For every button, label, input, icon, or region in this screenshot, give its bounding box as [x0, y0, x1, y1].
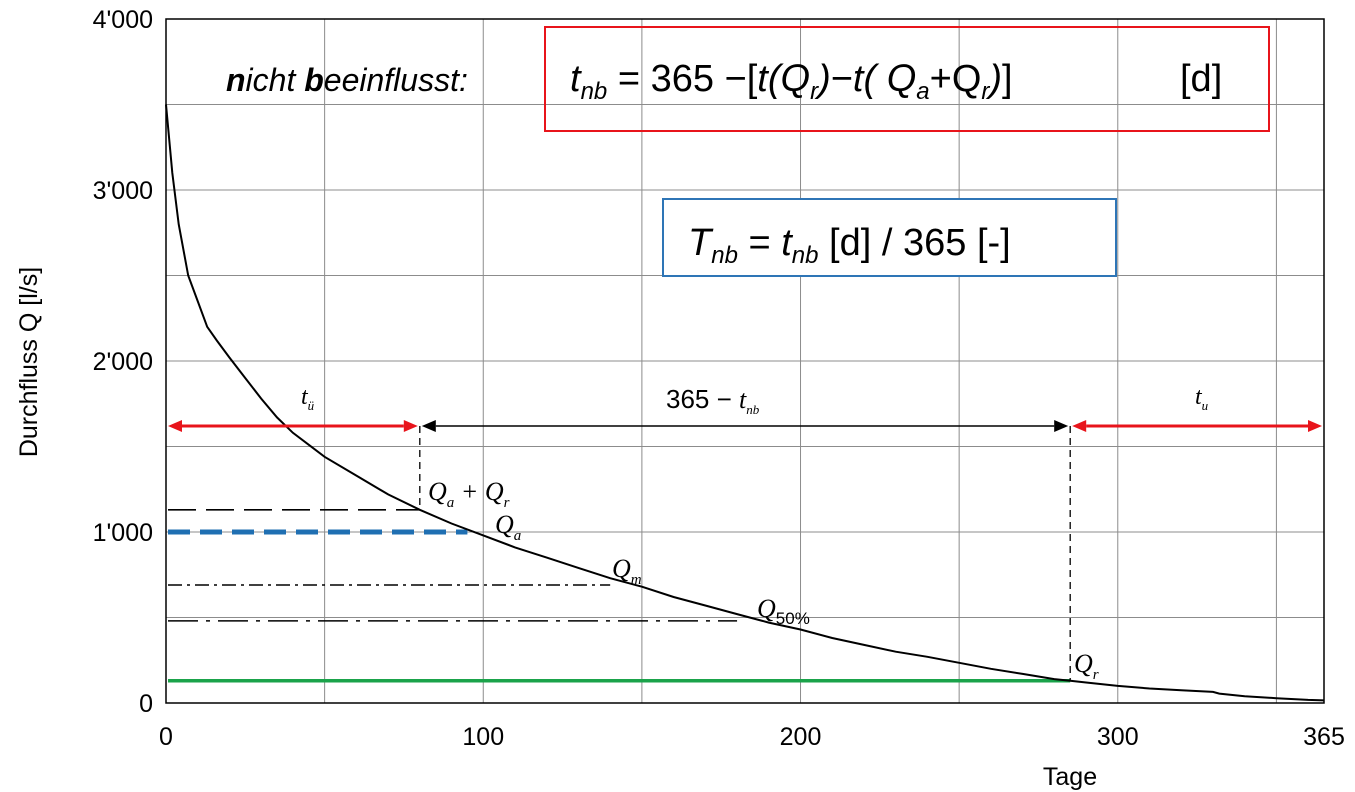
span-arrow-head: [1054, 419, 1069, 432]
annotation-qa-qr-mid: + Q: [454, 477, 504, 506]
formula-blue-lhs: T: [688, 222, 714, 264]
span-arrow-head: [403, 419, 418, 432]
x-tick-label: 365: [1303, 723, 1345, 751]
formula-red-sub-a: a: [916, 78, 929, 105]
annotation-qm: Qm: [612, 554, 642, 588]
formula-red-lhs: t: [570, 58, 582, 100]
formula-blue-eq: =: [738, 222, 781, 264]
formula-red-bold-b: b: [304, 62, 324, 98]
plot-frame: [165, 18, 1325, 704]
formula-red-paren1: (Q: [768, 58, 810, 100]
label-t-u: tu: [1195, 384, 1209, 413]
formula-red-bold-n: n: [226, 62, 246, 98]
formula-blue-rhs-sub: nb: [792, 242, 819, 269]
formula-red-nicht: icht: [246, 62, 305, 98]
label-t-u-sub: u: [1202, 398, 1209, 413]
annotation-qr-main: Q: [1074, 649, 1093, 678]
formula-red-eq1: = 365 −[: [607, 58, 757, 100]
y-axis-label-text: Durchfluss Q [l/s]: [15, 267, 43, 457]
formula-blue-text: Tnb = tnb [d] / 365 [-]: [688, 222, 1011, 269]
label-t-ue: tü: [301, 384, 315, 413]
formula-red-text: nicht beeinflusst: tnb = 365 −[t(Qr)−t( …: [226, 58, 1222, 105]
annotation-qm-sub: m: [631, 572, 642, 588]
annotation-qa-sub: a: [514, 528, 522, 544]
x-tick-label: 100: [462, 723, 504, 751]
label-t-u-sym: t: [1195, 384, 1203, 410]
x-tick-label: 0: [159, 723, 173, 751]
formula-box-blue: Tnb = tnb [d] / 365 [-]: [662, 198, 1117, 277]
formula-red-t2: t: [853, 58, 865, 100]
annotation-q50-main: Q: [757, 594, 776, 623]
annotation-qa-qr-sub: a: [447, 495, 455, 511]
formula-box-blue-frame: [662, 198, 1117, 277]
formula-red-t1: t: [757, 58, 769, 100]
label-t-ue-sym: t: [301, 384, 309, 410]
annotation-qr: Qr: [1074, 649, 1099, 683]
y-tick-label: 0: [139, 690, 153, 718]
annotation-qm-main: Q: [612, 554, 631, 583]
formula-red-lhs-sub: nb: [581, 78, 608, 105]
annotation-qa: Qa: [495, 510, 521, 544]
formula-red-plus: +Q: [930, 58, 982, 100]
span-arrow-head: [421, 419, 436, 432]
reference-lines: [168, 508, 1071, 683]
y-tick-label: 4'000: [93, 6, 153, 34]
formula-red-sub-r1: r: [810, 78, 819, 105]
formula-red-sub-r2: r: [981, 78, 990, 105]
y-tick-label: 3'000: [93, 177, 153, 205]
formula-red-beeinflusst: eeinflusst:: [324, 62, 468, 98]
formula-red-close1: ): [814, 58, 831, 100]
annotation-qa-qr-sub2: r: [504, 495, 510, 511]
span-arrow-head: [1308, 419, 1322, 432]
formula-box-red-frame: [544, 26, 1270, 132]
grid-lines: [166, 19, 1324, 703]
label-t-ue-sub: ü: [308, 398, 315, 413]
annotation-qa-qr: Qa + Qr: [428, 477, 510, 511]
formula-box-red: nicht beeinflusst: tnb = 365 −[t(Qr)−t( …: [226, 26, 1270, 132]
vertical-markers: [419, 425, 1071, 681]
series-line: [165, 104, 1325, 702]
span-arrows: [168, 419, 1322, 432]
formula-blue-lhs-sub: nb: [711, 242, 738, 269]
span-arrow-head: [1072, 419, 1087, 432]
duration-curve: [165, 104, 1325, 702]
label-tnb-sub: nb: [746, 402, 760, 417]
x-tick-label: 300: [1097, 723, 1139, 751]
annotation-q50-sub: 50%: [776, 609, 810, 628]
y-axis-label: Durchfluss Q [l/s]: [15, 267, 43, 457]
formula-red-bracket: ]: [1002, 58, 1013, 100]
formula-red-unit: [d]: [1180, 58, 1222, 100]
x-axis-label: Tage: [1043, 763, 1097, 791]
label-365-minus-tnb: 365 − tnb: [666, 384, 760, 417]
y-tick-label: 1'000: [93, 519, 153, 547]
annotation-q50: Q50%: [757, 594, 810, 628]
annotation-qa-main: Q: [495, 510, 514, 539]
annotation-qr-sub: r: [1093, 667, 1099, 683]
formula-blue-rhs: t: [781, 222, 793, 264]
formula-red-minus: −: [831, 58, 853, 100]
formula-red-paren2: ( Q: [863, 58, 916, 100]
annotation-qa-qr-main: Q: [428, 477, 447, 506]
label-365-minus: 365 −: [666, 384, 739, 414]
label-tnb-sym: t: [739, 385, 747, 414]
y-tick-label: 2'000: [93, 348, 153, 376]
span-arrow-head: [168, 419, 182, 432]
axis-ticks: 0 100 200 300 365 0 1'000 2'000 3'000 4'000: [93, 6, 1345, 751]
x-tick-label: 200: [780, 723, 822, 751]
formula-red-close2: ): [985, 58, 1002, 100]
formula-blue-rest: [d] / 365 [-]: [819, 222, 1011, 264]
